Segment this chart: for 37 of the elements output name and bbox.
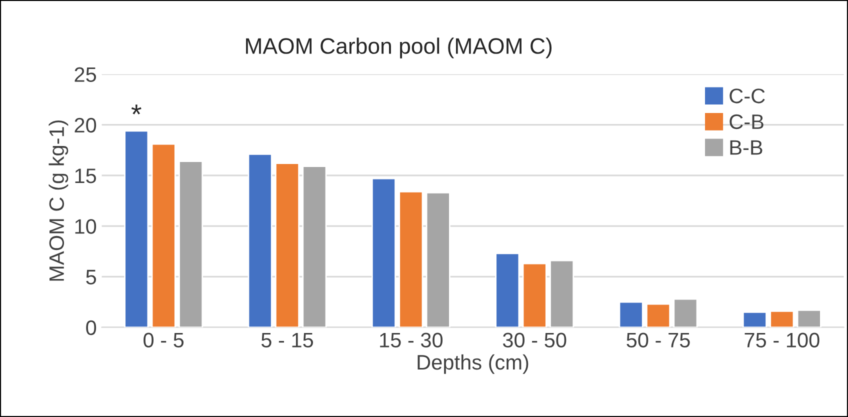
bar: [673, 298, 698, 328]
y-tick-label: 10: [75, 219, 96, 234]
bar: [248, 154, 272, 328]
bar: [522, 262, 547, 328]
legend-label: C-C: [730, 88, 765, 104]
y-tick-label: 25: [74, 67, 96, 82]
y-axis-title: MAOM C (g kg-1): [48, 120, 68, 281]
y-tick-label: 20: [74, 118, 96, 133]
bar: [796, 309, 822, 328]
bar: [550, 260, 574, 328]
bar: [770, 310, 794, 328]
bar: [426, 192, 450, 328]
chart-title: MAOM Carbon pool (MAOM C): [246, 38, 552, 58]
x-tick-label: 50 - 75: [626, 332, 690, 348]
y-tick-label: 5: [86, 270, 96, 284]
bar: [275, 162, 300, 328]
bar: [495, 252, 520, 328]
x-tick-label: 0 - 5: [144, 332, 184, 348]
bar: [124, 130, 149, 328]
bar: [178, 160, 204, 328]
y-tick-label: 0: [86, 320, 96, 336]
x-axis-title: Depths (cm): [418, 354, 528, 374]
annotation: *: [131, 104, 142, 114]
y-tick-label: 15: [75, 168, 96, 184]
bar: [618, 301, 644, 328]
bar: [742, 311, 767, 328]
legend-label: C-B: [730, 114, 764, 130]
bar: [151, 143, 176, 328]
x-tick-label: 75 - 100: [744, 332, 820, 348]
bar: [646, 303, 671, 328]
bar: [398, 190, 424, 328]
bar: [371, 178, 396, 328]
bar: [302, 166, 327, 328]
x-tick-label: 5 - 15: [261, 332, 314, 348]
legend-label: B-B: [730, 140, 762, 155]
x-tick-label: 15 - 30: [380, 332, 443, 348]
x-tick-label: 30 - 50: [502, 332, 566, 348]
